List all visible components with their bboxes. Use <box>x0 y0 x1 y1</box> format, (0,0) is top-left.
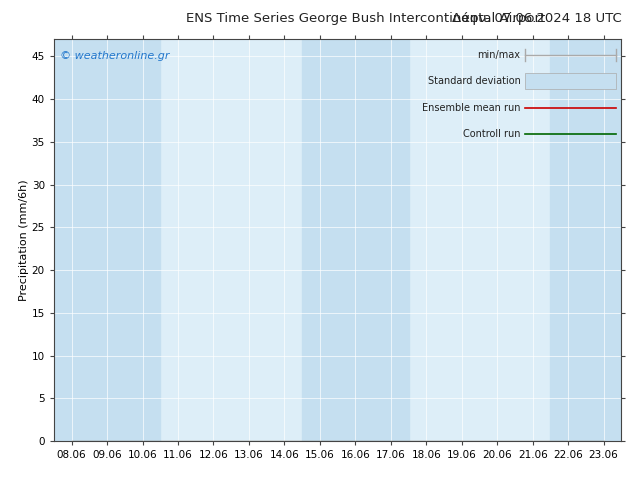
Text: Controll run: Controll run <box>463 128 521 139</box>
Text: Standard deviation: Standard deviation <box>428 76 521 86</box>
Bar <box>54 39 89 441</box>
Text: ENS Time Series George Bush Intercontinental Airport: ENS Time Series George Bush Intercontine… <box>186 12 546 25</box>
FancyBboxPatch shape <box>525 74 616 90</box>
Text: min/max: min/max <box>477 50 521 60</box>
Text: Δάφν. 07.06.2024 18 UTC: Δάφν. 07.06.2024 18 UTC <box>451 12 621 25</box>
Bar <box>302 39 337 441</box>
Bar <box>586 39 621 441</box>
Bar <box>89 39 125 441</box>
Bar <box>337 39 373 441</box>
Bar <box>550 39 586 441</box>
Text: © weatheronline.gr: © weatheronline.gr <box>60 51 169 61</box>
Bar <box>373 39 408 441</box>
Bar <box>125 39 160 441</box>
Y-axis label: Precipitation (mm/6h): Precipitation (mm/6h) <box>19 179 29 301</box>
Text: Ensemble mean run: Ensemble mean run <box>422 102 521 113</box>
